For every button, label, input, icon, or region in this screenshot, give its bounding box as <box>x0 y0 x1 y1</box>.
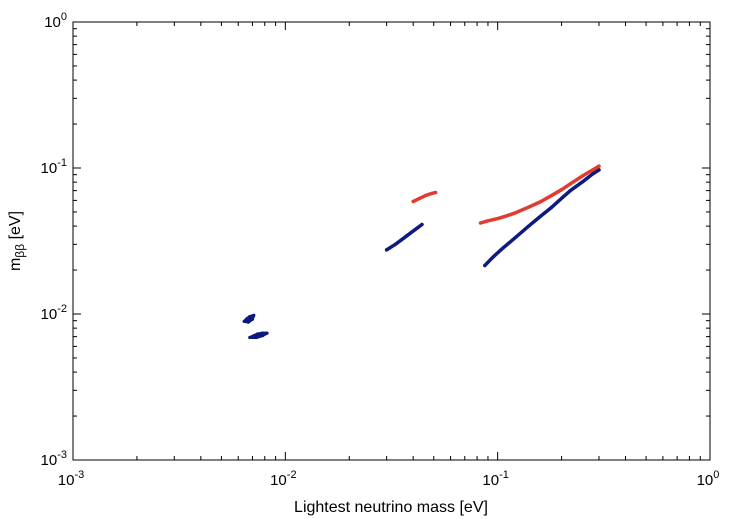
data-point <box>424 193 428 197</box>
data-point <box>252 334 256 338</box>
data-point <box>550 205 554 209</box>
y-tick-label: 10-2 <box>41 303 67 323</box>
data-point <box>496 217 500 221</box>
data-point <box>434 190 438 195</box>
data-point <box>527 224 531 228</box>
data-point <box>478 221 483 225</box>
data-point <box>409 231 413 235</box>
data-point <box>486 219 490 223</box>
x-tick-label: 100 <box>697 469 720 489</box>
series-2 <box>411 164 601 225</box>
x-tick-label-base: 10 <box>58 472 75 489</box>
y-axis-label-subscript: ββ <box>13 244 27 258</box>
data-point <box>512 236 517 240</box>
data-point <box>483 263 487 268</box>
data-point <box>245 317 249 321</box>
y-tick-label: 10-1 <box>41 157 67 177</box>
y-tick-label-base: 10 <box>44 14 61 31</box>
data-point <box>597 168 601 172</box>
data-point <box>580 174 584 178</box>
data-point <box>418 196 422 200</box>
x-tick-label: 10-3 <box>58 469 84 489</box>
y-axis-label-main: m <box>7 258 24 271</box>
data-point <box>568 182 573 186</box>
data-point <box>512 211 517 215</box>
data-point <box>560 188 564 192</box>
data-point <box>248 315 252 319</box>
data-point <box>260 334 264 338</box>
data-point <box>411 199 415 204</box>
data-point <box>385 248 389 252</box>
x-tick-label: 10-2 <box>270 469 296 489</box>
x-tick-label-exp: -3 <box>74 469 84 481</box>
data-point <box>430 191 434 195</box>
x-tick-label-base: 10 <box>697 472 714 489</box>
data-point <box>260 331 264 335</box>
y-tick-label-exp: -2 <box>57 303 67 315</box>
series-1 <box>242 168 601 340</box>
y-tick-label-exp: 0 <box>61 11 67 23</box>
x-tick-label-exp: -2 <box>287 469 297 481</box>
data-point <box>393 242 397 246</box>
y-tick-label-exp: -1 <box>57 157 67 169</box>
data-region-band <box>483 168 601 268</box>
plot-frame <box>72 21 711 461</box>
data-point <box>527 205 531 209</box>
x-tick-labels: 10-3 10-2 10-1 100 <box>58 469 720 489</box>
data-point <box>265 331 269 335</box>
data-region-band <box>478 164 601 225</box>
data-point <box>560 196 564 200</box>
data-point <box>568 189 573 193</box>
y-tick-label: 10-3 <box>41 449 67 469</box>
data-point <box>591 172 595 176</box>
data-point <box>416 226 420 230</box>
x-tick-label-base: 10 <box>482 472 499 489</box>
y-axis-label: mββ [eV] <box>7 211 27 271</box>
data-point <box>252 313 256 317</box>
data-point <box>539 199 543 204</box>
data-point <box>248 335 252 340</box>
data-point <box>254 335 258 340</box>
data-point <box>401 236 406 240</box>
data-point <box>500 247 504 251</box>
data-point <box>256 332 260 336</box>
y-axis-label-unit: [eV] <box>7 211 24 244</box>
y-tick-label-base: 10 <box>41 452 58 469</box>
data-point <box>580 180 584 184</box>
y-tick-label-base: 10 <box>41 306 58 323</box>
y-tick-label-exp: -3 <box>57 449 67 461</box>
data-point <box>250 317 254 321</box>
x-tick-label-exp: -1 <box>499 469 509 481</box>
data-point <box>550 193 554 197</box>
data-point <box>504 214 509 218</box>
data-point <box>242 319 246 323</box>
x-tick-label: 10-1 <box>482 469 508 489</box>
x-tick-label-exp: 0 <box>713 469 719 481</box>
data-point <box>491 255 495 259</box>
tick-marks <box>72 21 711 461</box>
data-series <box>242 164 601 340</box>
data-point <box>246 320 250 324</box>
x-axis-label: Lightest neutrino mass [eV] <box>294 499 488 516</box>
y-tick-label: 100 <box>44 11 67 31</box>
data-point <box>539 214 543 218</box>
data-point <box>597 164 601 168</box>
x-tick-label-base: 10 <box>270 472 287 489</box>
data-point <box>420 222 424 227</box>
y-tick-label-base: 10 <box>41 160 58 177</box>
